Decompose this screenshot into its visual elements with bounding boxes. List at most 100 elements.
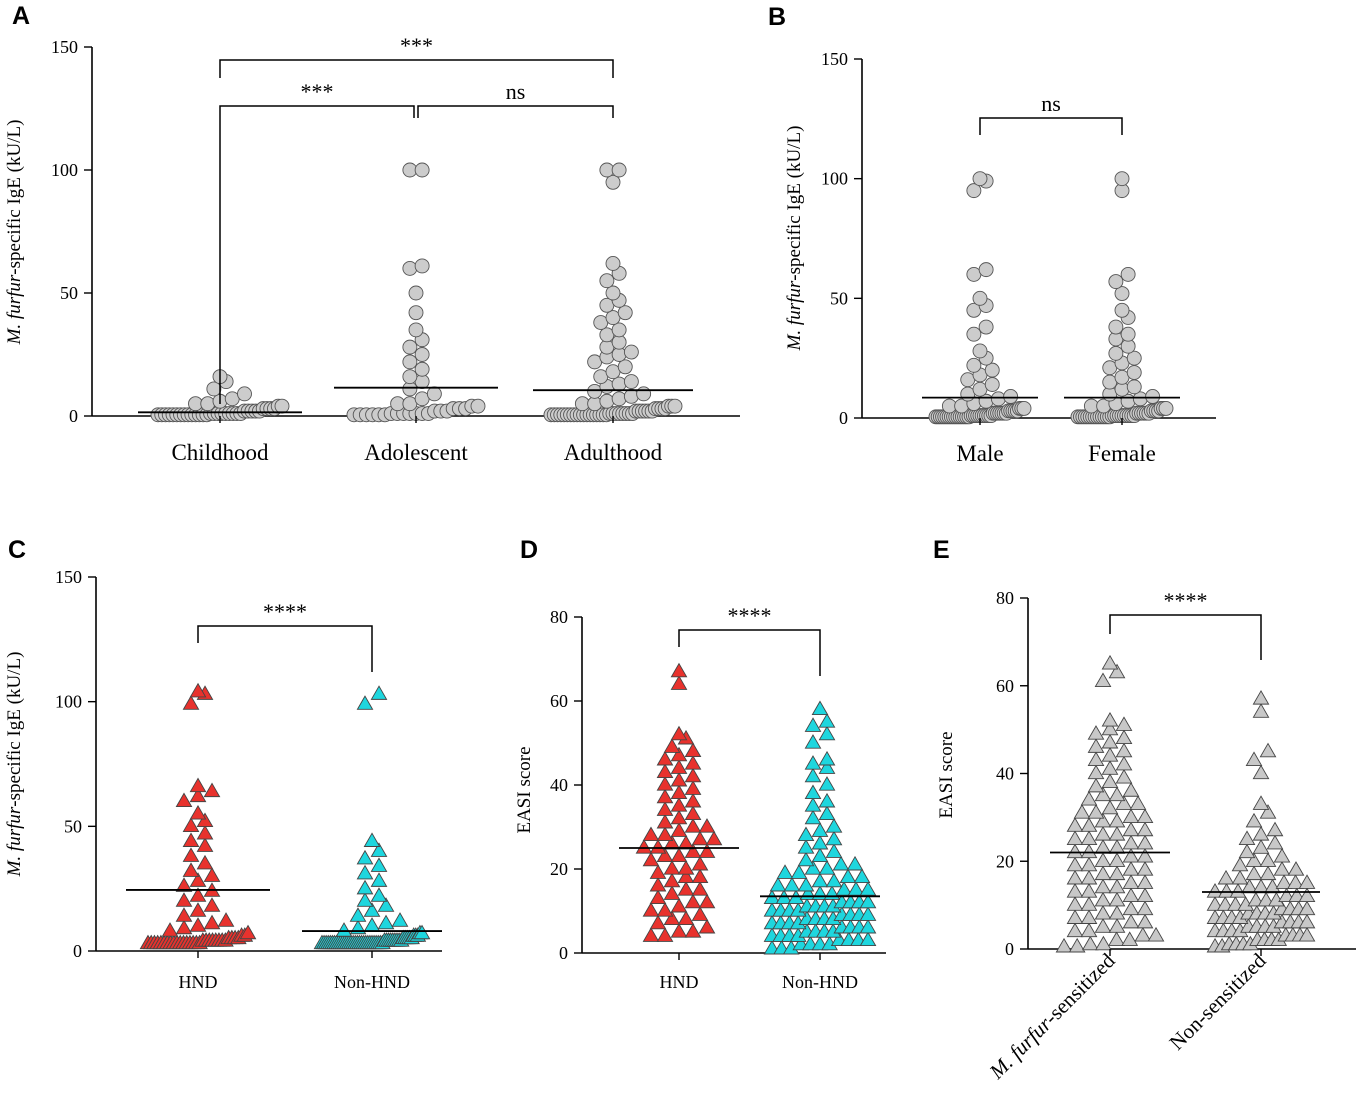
data-point bbox=[182, 847, 200, 862]
data-point bbox=[804, 809, 822, 825]
data-point bbox=[1003, 389, 1019, 404]
data-point bbox=[1101, 720, 1119, 736]
x-category-label: Non-HND bbox=[334, 972, 410, 992]
y-tick-label: 80 bbox=[996, 588, 1014, 608]
y-axis-label: M. furfur-specific IgE (kU/L) bbox=[4, 652, 25, 878]
data-point bbox=[818, 759, 836, 774]
y-tick-label: 60 bbox=[550, 691, 568, 711]
data-point bbox=[413, 924, 431, 940]
data-point bbox=[189, 777, 207, 793]
data-point bbox=[1066, 896, 1084, 911]
data-point bbox=[274, 398, 290, 414]
data-point bbox=[818, 725, 836, 741]
significance-bracket bbox=[219, 59, 614, 78]
data-point bbox=[1115, 742, 1133, 758]
data-point bbox=[1108, 786, 1126, 802]
y-tick-label: 150 bbox=[821, 49, 848, 69]
x-category-label: Adulthood bbox=[564, 440, 663, 465]
data-point bbox=[663, 885, 681, 900]
panel-letter: C bbox=[8, 536, 26, 564]
data-point bbox=[1136, 834, 1154, 850]
data-point bbox=[670, 746, 688, 762]
data-point bbox=[1094, 852, 1112, 867]
data-point bbox=[370, 685, 388, 700]
data-point bbox=[663, 738, 681, 753]
data-point bbox=[691, 881, 709, 896]
data-point bbox=[1122, 782, 1140, 797]
data-point bbox=[1298, 900, 1316, 916]
data-point bbox=[408, 305, 424, 321]
data-point bbox=[1114, 286, 1130, 301]
data-point bbox=[611, 322, 627, 338]
data-point bbox=[605, 256, 621, 271]
data-point bbox=[1245, 812, 1263, 828]
data-point bbox=[408, 285, 424, 301]
panel-a: A 0 50 100 150 M. furfur-specific IgE (kU/L) C… bbox=[4, 2, 740, 465]
data-point bbox=[670, 662, 688, 678]
data-point bbox=[1066, 856, 1084, 872]
data-point bbox=[797, 876, 815, 892]
data-point bbox=[1016, 400, 1032, 416]
data-point bbox=[203, 897, 221, 912]
data-point bbox=[335, 922, 353, 937]
x-category-label: Non-sensitized bbox=[1164, 948, 1270, 1054]
data-point bbox=[797, 839, 815, 854]
data-point bbox=[656, 826, 674, 842]
data-point bbox=[402, 369, 418, 385]
data-point bbox=[691, 906, 709, 921]
data-point bbox=[402, 260, 418, 276]
data-point bbox=[642, 927, 660, 942]
data-point bbox=[684, 767, 702, 783]
data-point bbox=[811, 822, 829, 837]
data-point bbox=[1066, 817, 1084, 832]
data-point bbox=[623, 388, 639, 404]
data-point bbox=[1066, 922, 1084, 938]
data-point bbox=[1136, 808, 1154, 824]
data-point bbox=[1231, 856, 1249, 872]
data-point bbox=[391, 912, 409, 927]
data-point bbox=[1252, 764, 1270, 780]
data-point bbox=[677, 834, 695, 850]
data-point bbox=[978, 319, 994, 335]
significance-label: ns bbox=[506, 79, 526, 104]
data-point bbox=[1094, 839, 1112, 854]
data-point bbox=[196, 837, 214, 852]
data-point bbox=[656, 788, 674, 804]
data-point bbox=[1252, 703, 1270, 718]
significance-bracket bbox=[678, 629, 821, 676]
data-point bbox=[811, 700, 829, 716]
data-point bbox=[363, 902, 381, 917]
data-point bbox=[966, 183, 982, 199]
data-point bbox=[649, 876, 667, 892]
data-point bbox=[1108, 931, 1125, 946]
data-point bbox=[349, 907, 367, 922]
data-point bbox=[1158, 400, 1174, 416]
data-point bbox=[984, 377, 1000, 392]
data-point bbox=[670, 771, 688, 787]
data-point bbox=[189, 917, 207, 932]
data-point bbox=[1115, 716, 1133, 731]
data-point bbox=[1087, 777, 1105, 793]
y-tick-label: 60 bbox=[996, 676, 1014, 696]
significance-bracket bbox=[979, 117, 1123, 135]
data-point bbox=[966, 357, 982, 373]
data-point bbox=[1136, 887, 1154, 902]
data-point bbox=[1126, 365, 1142, 380]
data-point bbox=[1136, 861, 1154, 876]
data-point bbox=[670, 784, 688, 800]
data-point bbox=[1252, 839, 1270, 854]
data-point bbox=[161, 922, 179, 937]
data-point bbox=[797, 826, 815, 842]
panel-d: D 0 20 40 60 80 EASI score HND Non-HND **** bbox=[514, 536, 886, 992]
data-point bbox=[691, 855, 709, 871]
data-point bbox=[611, 391, 627, 407]
data-point bbox=[1087, 764, 1105, 780]
y-tick-label: 0 bbox=[69, 406, 78, 426]
data-point bbox=[1080, 869, 1098, 885]
data-point bbox=[649, 889, 667, 905]
data-point bbox=[1080, 790, 1098, 806]
data-point bbox=[1252, 795, 1270, 810]
y-tick-label: 80 bbox=[550, 607, 568, 627]
data-point bbox=[670, 847, 688, 863]
data-point bbox=[818, 750, 836, 766]
